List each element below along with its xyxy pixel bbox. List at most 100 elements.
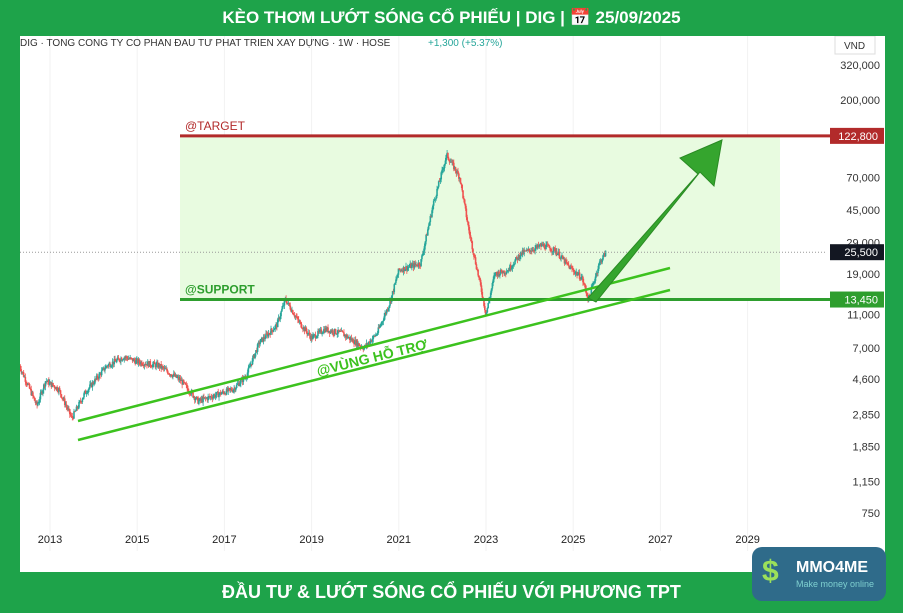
candle-body bbox=[556, 253, 559, 255]
target-label: @TARGET bbox=[185, 119, 246, 133]
candle-body bbox=[463, 199, 466, 204]
candle-body bbox=[86, 392, 89, 394]
candle-body bbox=[396, 274, 399, 278]
candle-body bbox=[567, 262, 569, 265]
candle-body bbox=[45, 381, 48, 383]
candle-body bbox=[406, 266, 408, 271]
candle-body bbox=[556, 251, 558, 255]
candle-body bbox=[454, 166, 457, 172]
candle-body bbox=[84, 390, 87, 394]
price-chart[interactable]: DIG · TONG CONG TY CO PHAN ĐAU TƯ PHAT T… bbox=[18, 35, 885, 572]
candle-body bbox=[43, 384, 46, 387]
candle-body bbox=[162, 367, 165, 369]
candle-body bbox=[257, 342, 260, 345]
candle-body bbox=[602, 255, 604, 260]
price-label-box bbox=[830, 127, 884, 144]
candle-body bbox=[75, 406, 78, 411]
candle-body bbox=[354, 339, 357, 346]
candle-body bbox=[557, 251, 560, 254]
page-title: KÈO THƠM LƯỚT SÓNG CỔ PHIẾU | DIG | 📅 25… bbox=[222, 8, 681, 27]
candle-body bbox=[111, 361, 114, 366]
candle-body bbox=[373, 335, 375, 337]
candle-body bbox=[594, 276, 597, 281]
candle-body bbox=[545, 244, 547, 250]
candle-body bbox=[447, 152, 449, 159]
candle-body bbox=[267, 333, 270, 337]
candle-body bbox=[593, 282, 595, 283]
candle-body bbox=[185, 384, 188, 386]
candle-body bbox=[152, 362, 155, 365]
candle-body bbox=[29, 388, 32, 390]
candle-body bbox=[554, 248, 557, 253]
candle-body bbox=[177, 376, 179, 378]
currency-button[interactable] bbox=[834, 35, 876, 55]
candle-body bbox=[251, 358, 254, 365]
candle-body bbox=[438, 181, 441, 183]
candle-body bbox=[58, 388, 61, 391]
candle-body bbox=[413, 262, 416, 268]
candle-body bbox=[450, 161, 453, 163]
candle-body bbox=[271, 328, 273, 331]
candle-body bbox=[329, 330, 332, 334]
candle-body bbox=[296, 316, 298, 318]
candle-body bbox=[468, 224, 470, 231]
chart-area[interactable]: DIG · TONG CONG TY CO PHAN ĐAU TƯ PHAT T… bbox=[18, 35, 885, 572]
candle-body bbox=[492, 279, 495, 283]
candle-body bbox=[98, 373, 100, 379]
candle-body bbox=[219, 392, 222, 395]
candle-body bbox=[61, 397, 64, 399]
candle-body bbox=[162, 366, 164, 368]
candle-body bbox=[224, 393, 227, 395]
candle-body bbox=[51, 382, 53, 387]
candle-body bbox=[292, 310, 294, 315]
candle-body bbox=[411, 264, 413, 269]
candle-body bbox=[445, 155, 448, 161]
logo-name: MMO4ME bbox=[796, 559, 868, 576]
x-tick-label: 2029 bbox=[735, 534, 759, 546]
candle-body bbox=[469, 235, 472, 238]
candle-body bbox=[218, 394, 220, 398]
candle-body bbox=[531, 249, 534, 252]
candle-body bbox=[408, 266, 411, 268]
candle-body bbox=[432, 200, 435, 206]
candle-body bbox=[227, 388, 230, 392]
candle-body bbox=[115, 361, 117, 363]
candle-body bbox=[363, 347, 365, 350]
candle-body bbox=[401, 270, 404, 272]
y-tick-label: 1,150 bbox=[852, 477, 880, 489]
candle-body bbox=[90, 383, 93, 388]
candle-body bbox=[101, 368, 104, 371]
candle-body bbox=[511, 265, 514, 269]
candle-body bbox=[374, 335, 376, 337]
footer-banner: ĐẦU TƯ & LƯỚT SÓNG CỔ PHIẾU VỚI PHƯƠNG T… bbox=[222, 582, 681, 602]
candle-body bbox=[382, 320, 385, 322]
candle-body bbox=[164, 368, 167, 369]
candle-body bbox=[399, 269, 401, 271]
candle-body bbox=[104, 368, 106, 371]
support-label: @SUPPORT bbox=[185, 283, 255, 297]
candle-body bbox=[497, 271, 500, 276]
candle-body bbox=[521, 250, 524, 255]
candle-body bbox=[39, 392, 42, 400]
candle-body bbox=[426, 234, 428, 236]
candle-body bbox=[524, 250, 526, 252]
y-tick-label: 4,600 bbox=[852, 374, 880, 386]
candle-body bbox=[401, 270, 403, 272]
x-tick-label: 2023 bbox=[474, 534, 498, 546]
candle-body bbox=[295, 315, 297, 317]
candle-body bbox=[562, 255, 564, 259]
candle-body bbox=[235, 384, 238, 388]
candle-body bbox=[319, 329, 322, 331]
candle-body bbox=[502, 270, 505, 274]
candle-body bbox=[332, 330, 334, 334]
candle-body bbox=[367, 343, 370, 345]
candle-body bbox=[89, 384, 91, 388]
candle-body bbox=[597, 268, 599, 274]
candle-body bbox=[73, 411, 75, 419]
candle-body bbox=[151, 366, 153, 368]
candle-body bbox=[275, 324, 277, 326]
logo-tagline: Make money online bbox=[796, 579, 875, 589]
candle-body bbox=[506, 271, 509, 273]
candle-body bbox=[532, 249, 535, 251]
candle-body bbox=[575, 272, 578, 273]
